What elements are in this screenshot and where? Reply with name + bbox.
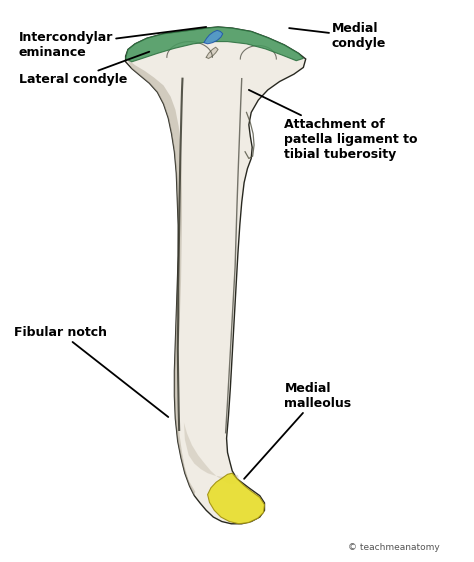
Text: © teachmeanatomy: © teachmeanatomy [347, 543, 439, 552]
Polygon shape [184, 423, 239, 484]
Text: Medial
malleolus: Medial malleolus [244, 382, 352, 479]
Polygon shape [126, 56, 195, 496]
Text: Lateral condyle: Lateral condyle [19, 52, 149, 87]
Polygon shape [206, 47, 218, 58]
Polygon shape [204, 30, 223, 44]
Text: Intercondylar
eminance: Intercondylar eminance [19, 27, 206, 59]
Text: Medial
condyle: Medial condyle [289, 22, 386, 51]
Text: Fibular notch: Fibular notch [14, 326, 168, 417]
Polygon shape [126, 27, 306, 524]
Polygon shape [208, 473, 264, 524]
Text: Attachment of
patella ligament to
tibial tuberosity: Attachment of patella ligament to tibial… [249, 90, 418, 161]
Polygon shape [126, 27, 303, 62]
